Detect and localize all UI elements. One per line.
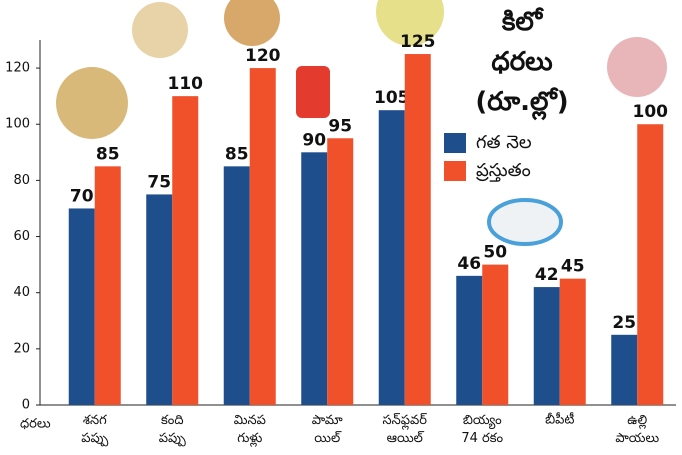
legend: గత నెల ప్రస్తుతం — [444, 132, 532, 182]
bar — [249, 68, 276, 406]
bar — [456, 275, 483, 405]
y-tick-label: 0 — [22, 398, 30, 413]
food-image — [376, 0, 444, 46]
food-image — [296, 66, 330, 118]
food-image — [132, 2, 188, 58]
y-tick-label: 80 — [13, 173, 30, 188]
value-label: 46 — [457, 254, 481, 274]
x-tick-label: శనగ పప్పు — [81, 413, 109, 447]
chart-title: కిలో ధరలు (రూ.ల్లో) — [475, 7, 568, 121]
bar — [327, 138, 354, 405]
value-label: 45 — [561, 257, 585, 277]
x-tick-label: బియ్యం 74 రకం — [461, 413, 503, 446]
bar — [301, 152, 328, 405]
x-tick-label: బీపీటీ — [545, 412, 574, 428]
value-label: 50 — [483, 243, 507, 263]
x-tick-label: సన్‌ఫ్లవర్ ఆయిల్ — [383, 413, 428, 446]
food-image — [224, 0, 280, 46]
value-label: 70 — [70, 186, 94, 206]
y-tick-label: 120 — [5, 61, 30, 76]
value-label: 125 — [400, 32, 436, 52]
bar — [172, 96, 199, 406]
x-tick-label: ఉల్లి పాయలు — [615, 413, 659, 446]
bar — [611, 334, 638, 405]
bar — [378, 110, 405, 405]
legend-label: ప్రస్తుతం — [476, 160, 531, 182]
bar — [94, 166, 121, 405]
value-label: 42 — [535, 265, 559, 285]
y-tick-label: 100 — [5, 117, 30, 132]
legend-swatch — [444, 161, 466, 181]
bar — [559, 278, 586, 405]
value-label: 85 — [225, 144, 249, 164]
value-label: 110 — [168, 74, 204, 94]
value-label: 95 — [328, 116, 352, 136]
food-image — [56, 67, 128, 139]
value-label: 100 — [633, 102, 669, 122]
bar — [637, 124, 664, 405]
x-tick-label: పామా యిల్ — [312, 413, 343, 446]
bar — [482, 264, 509, 405]
value-label: 75 — [147, 172, 171, 192]
bar — [404, 54, 431, 406]
value-label: 105 — [374, 88, 410, 108]
y-axis-label: ధరలు — [20, 417, 51, 432]
y-tick-label: 20 — [13, 341, 30, 356]
food-image — [487, 198, 563, 246]
value-label: 85 — [96, 144, 120, 164]
value-label: 120 — [245, 46, 281, 66]
bar — [68, 208, 95, 405]
bar — [533, 287, 560, 405]
legend-swatch — [444, 133, 466, 153]
value-label: 90 — [302, 130, 326, 150]
bar — [223, 166, 250, 405]
legend-label: గత నెల — [476, 132, 532, 153]
value-label: 25 — [612, 313, 636, 333]
y-tick-label: 40 — [13, 285, 30, 300]
y-tick-label: 60 — [13, 229, 30, 244]
x-tick-label: మినప గుళ్లు — [234, 413, 266, 447]
food-image — [607, 37, 667, 97]
x-tick-label: కంది పప్పు — [159, 413, 187, 447]
bar — [146, 194, 173, 405]
